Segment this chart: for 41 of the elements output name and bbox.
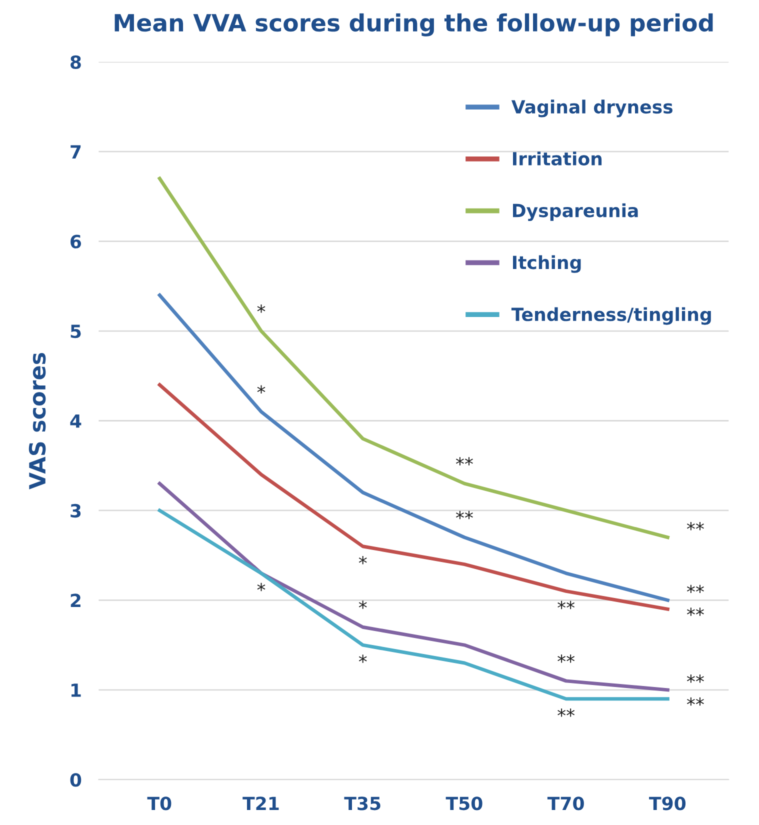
annotation: ** — [686, 674, 704, 683]
annotation: ** — [558, 654, 575, 663]
y-tick-label: 8 — [70, 55, 81, 69]
y-tick-label: 7 — [70, 145, 81, 158]
y-tick-label: 4 — [70, 414, 82, 428]
annotation: ** — [686, 608, 704, 616]
annotation: * — [257, 582, 266, 592]
legend-label: Tenderness/tingling — [511, 307, 711, 325]
x-tick-label: T70 — [547, 796, 584, 810]
legend-label: Itching — [513, 255, 581, 273]
annotation: * — [358, 556, 367, 564]
annotation: ** — [558, 600, 575, 610]
y-tick-label: 2 — [70, 594, 80, 608]
annotation: ** — [456, 457, 473, 466]
line-series — [158, 383, 670, 611]
annotation: ** — [558, 708, 575, 717]
annotation: * — [257, 385, 266, 394]
annotation: ** — [456, 510, 473, 520]
chart-title: Mean VVA scores during the follow-up period — [114, 13, 713, 36]
y-tick-label: 1 — [71, 684, 81, 697]
x-tick-label: T35 — [344, 796, 380, 810]
y-tick-label: 6 — [70, 234, 82, 248]
y-tick-label: 0 — [70, 773, 82, 787]
legend-label: Dyspareunia — [513, 203, 638, 221]
annotation: ** — [686, 584, 704, 594]
line-series — [158, 508, 670, 701]
annotation: ** — [686, 522, 704, 530]
x-tick-label: T0 — [147, 796, 172, 810]
x-tick-label: T90 — [649, 796, 686, 810]
y-tick-label: 5 — [70, 324, 81, 338]
annotation: * — [358, 600, 367, 609]
y-tick-label: 3 — [70, 504, 81, 518]
x-tick-label: T21 — [242, 796, 279, 810]
annotation: ** — [686, 697, 704, 706]
annotation: * — [257, 304, 266, 313]
y-axis-title: VAS scores — [28, 353, 46, 490]
x-tick-label: T50 — [446, 796, 482, 810]
legend-label: Irritation — [513, 152, 602, 166]
annotation: * — [358, 654, 367, 663]
legend-label: Vaginal dryness — [511, 100, 672, 118]
line-series — [158, 482, 670, 692]
